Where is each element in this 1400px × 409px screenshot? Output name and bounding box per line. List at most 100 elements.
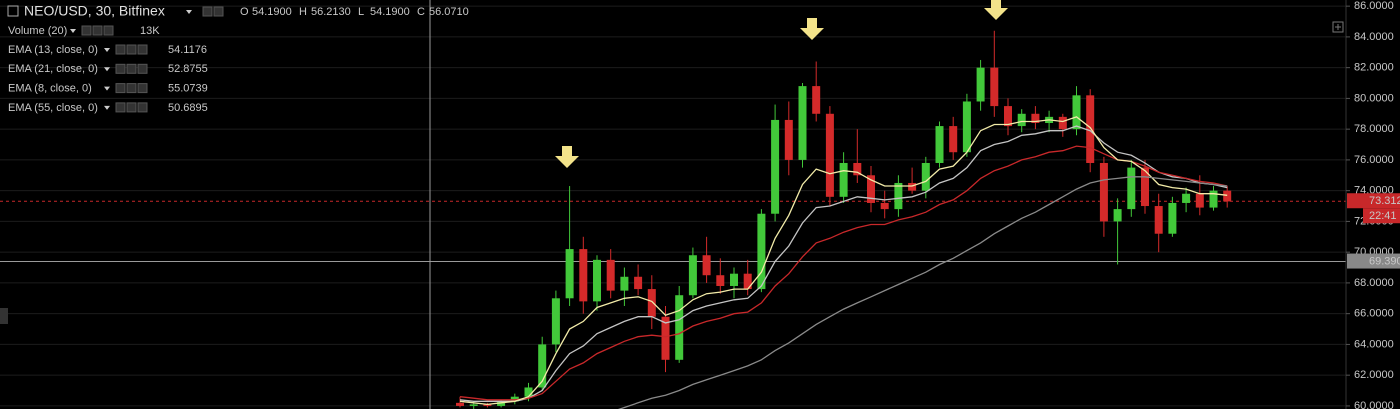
ohlc-key: H xyxy=(299,6,307,18)
legend-entry[interactable]: EMA (55, close, 0) xyxy=(8,102,98,114)
arrow xyxy=(984,0,1008,20)
legend-icon[interactable] xyxy=(92,25,103,36)
legend-icon[interactable] xyxy=(126,83,137,94)
candle-body xyxy=(812,86,821,114)
arrow xyxy=(800,18,824,40)
dropdown-caret[interactable] xyxy=(104,86,110,91)
y-tick-label: 86.0000 xyxy=(1354,0,1394,12)
legend-icon[interactable] xyxy=(115,102,126,113)
side-tab[interactable] xyxy=(0,308,8,324)
candle-body xyxy=(1127,167,1136,210)
dropdown-caret[interactable] xyxy=(104,105,110,110)
candle-body xyxy=(524,387,533,397)
legend-icon[interactable] xyxy=(137,83,148,94)
candle-body xyxy=(1209,190,1218,208)
volume-label[interactable]: Volume (20) xyxy=(8,25,67,37)
legend-entry[interactable]: EMA (21, close, 0) xyxy=(8,63,98,75)
y-tick-label: 66.0000 xyxy=(1354,308,1394,320)
ema-line xyxy=(617,176,1228,409)
candle-body xyxy=(894,182,903,210)
candle-body xyxy=(606,259,615,291)
y-tick-label: 70.0000 xyxy=(1354,246,1394,258)
legend-entry[interactable]: EMA (13, close, 0) xyxy=(8,44,98,56)
candle-body xyxy=(456,402,464,406)
candle-body xyxy=(551,298,560,345)
legend-icon[interactable] xyxy=(213,6,224,17)
arrow xyxy=(555,146,579,168)
candle-body xyxy=(867,175,875,203)
candle-body xyxy=(1031,113,1040,124)
symbol-title[interactable]: NEO/USD, 30, Bitfinex xyxy=(24,3,165,19)
candle-body xyxy=(1141,167,1149,207)
settings-icon[interactable] xyxy=(1332,21,1344,33)
last-price-box xyxy=(1347,193,1400,209)
ema-line xyxy=(459,125,1228,402)
candle-body xyxy=(647,289,656,317)
y-tick-label: 64.0000 xyxy=(1354,338,1394,350)
candle-body xyxy=(743,273,752,290)
candle-body xyxy=(784,119,793,160)
candle-body xyxy=(1168,202,1177,234)
crosshair-price-box xyxy=(1347,253,1400,269)
legend-icon[interactable] xyxy=(103,25,114,36)
candle-body xyxy=(1099,162,1108,222)
ohlc-value: 54.1900 xyxy=(252,6,292,18)
candle-body xyxy=(1058,116,1067,130)
candle-body xyxy=(716,275,725,286)
countdown-label: 22:41 xyxy=(1369,210,1397,222)
legend-icon[interactable] xyxy=(137,63,148,74)
legend-icon[interactable] xyxy=(81,25,92,36)
peak-arrows xyxy=(555,0,1008,168)
candle-body xyxy=(880,202,889,210)
legend-icon[interactable] xyxy=(202,6,213,17)
y-tick-label: 78.0000 xyxy=(1354,123,1394,135)
legend-icon[interactable] xyxy=(137,102,148,113)
last-price-label: 73.3120 xyxy=(1369,195,1400,207)
volume-value: 13K xyxy=(140,25,160,37)
legend-icon[interactable] xyxy=(126,102,137,113)
candle-body xyxy=(483,404,492,406)
candle-body xyxy=(579,249,588,302)
ohlc-key: C xyxy=(417,6,425,18)
legend-icon[interactable] xyxy=(126,44,137,55)
y-tick-label: 76.0000 xyxy=(1354,154,1394,166)
legend-icon[interactable] xyxy=(115,83,126,94)
legend-icon[interactable] xyxy=(137,44,148,55)
settings-icon-glyph xyxy=(1335,24,1341,30)
legend-value: 52.8755 xyxy=(168,63,208,75)
candle-body xyxy=(949,126,958,153)
dropdown-caret[interactable] xyxy=(104,67,110,72)
y-tick-label: 82.0000 xyxy=(1354,62,1394,74)
collapse-icon[interactable] xyxy=(7,5,19,17)
candle-body xyxy=(593,259,601,302)
legend-value: 55.0739 xyxy=(168,83,208,95)
candle-body xyxy=(1072,95,1081,130)
candle-body xyxy=(825,113,834,197)
dropdown-caret[interactable] xyxy=(104,48,110,52)
legend-icon[interactable] xyxy=(115,63,126,74)
candle-body xyxy=(702,255,711,276)
candle-body xyxy=(1195,193,1204,208)
legend-entry[interactable]: EMA (8, close, 0) xyxy=(8,83,92,95)
ohlc-value: 56.2130 xyxy=(311,6,351,18)
candle-body xyxy=(798,86,807,160)
candle-body xyxy=(935,126,944,163)
dropdown-caret[interactable] xyxy=(70,29,76,33)
dropdown-caret[interactable] xyxy=(186,10,192,14)
countdown-box xyxy=(1363,208,1400,224)
candle-body xyxy=(538,344,547,388)
grid xyxy=(0,5,1346,407)
legend-value: 50.6895 xyxy=(168,102,208,114)
candle-body xyxy=(1004,106,1012,127)
y-tick-label: 80.0000 xyxy=(1354,92,1394,104)
legend[interactable]: NEO/USD, 30, Bitfinex O 54.1900 H 56.2130 L 54… xyxy=(7,3,469,114)
candle-body xyxy=(469,404,478,406)
ohlc-value: 54.1900 xyxy=(370,6,410,18)
legend-icon[interactable] xyxy=(115,44,126,55)
ema-line xyxy=(459,116,1228,406)
y-tick-label: 84.0000 xyxy=(1354,31,1394,43)
candle-body xyxy=(908,182,917,191)
legend-icon[interactable] xyxy=(126,63,137,74)
candle-body xyxy=(839,162,848,197)
